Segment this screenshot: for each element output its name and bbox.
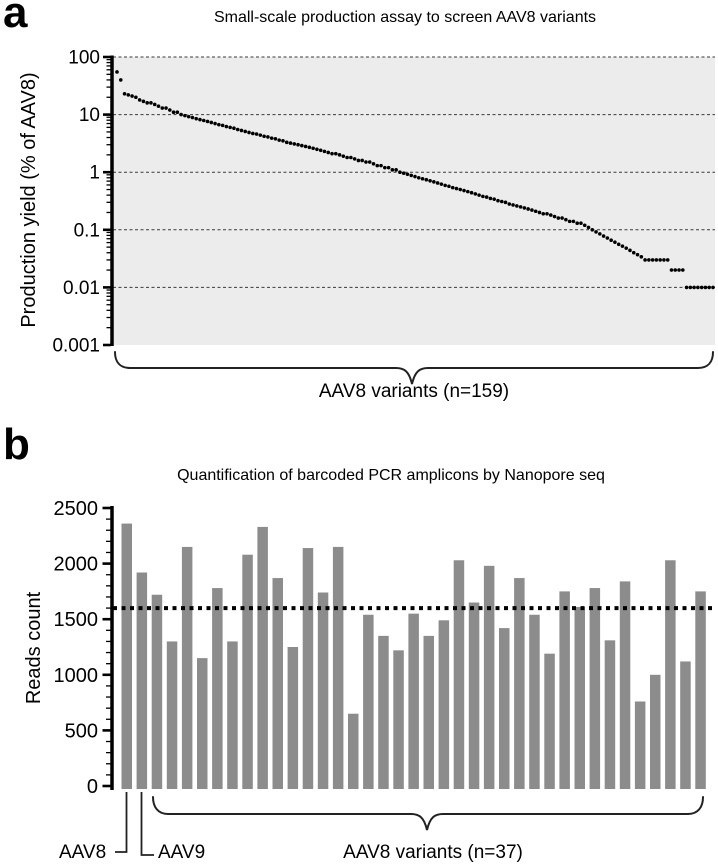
panel-a-letter: a (3, 0, 28, 37)
panel-b-aav8-label: AAV8 (59, 842, 107, 863)
panel-b-letter: b (3, 420, 30, 469)
svg-text:0.01: 0.01 (63, 278, 100, 299)
svg-text:0: 0 (87, 776, 98, 798)
panel-a-title: Small-scale production assay to screen A… (213, 9, 597, 26)
svg-text:2000: 2000 (54, 554, 99, 576)
panel-b-group-label: AAV8 variants (n=37) (343, 842, 523, 863)
svg-text:500: 500 (65, 720, 98, 742)
svg-text:100: 100 (68, 48, 100, 69)
panel-b-bar-chart: 0 500 1000 1500 2000 2500 (54, 498, 715, 856)
svg-text:1: 1 (89, 163, 100, 184)
panel-a-group-label: AAV8 variants (n=159) (318, 381, 510, 402)
svg-text:0.001: 0.001 (52, 336, 100, 357)
panel-b-title: Quantification of barcoded PCR amplicons… (177, 467, 605, 484)
svg-text:10: 10 (79, 105, 100, 126)
panel-b-aav9-label: AAV9 (158, 842, 206, 863)
svg-text:0.1: 0.1 (74, 220, 100, 241)
panel-a-scatter-plot: 100 10 1 0.1 0.01 0.001 (52, 48, 715, 385)
svg-text:2500: 2500 (54, 498, 99, 520)
svg-text:1000: 1000 (54, 665, 99, 687)
svg-text:1500: 1500 (54, 609, 99, 631)
